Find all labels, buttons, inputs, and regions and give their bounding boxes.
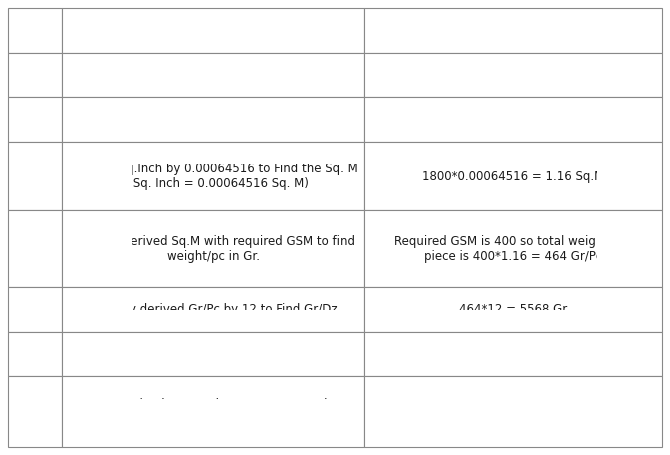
Bar bbox=[8, 332, 62, 376]
Bar bbox=[8, 376, 62, 447]
Bar bbox=[364, 97, 662, 142]
Bar bbox=[8, 142, 62, 210]
Text: Multiply Sq.Inch by 0.00064516 to Find the Sq. M
(1 Sq. Inch = 0.00064516 Sq. M): Multiply Sq.Inch by 0.00064516 to Find t… bbox=[68, 162, 358, 190]
Bar bbox=[62, 142, 364, 210]
Bar bbox=[62, 8, 364, 53]
Text: Measure Sizes in Inches: Measure Sizes in Inches bbox=[143, 69, 283, 81]
Text: Multiply derived KGS/Dz by 2.2046 to get Lbs/Dz
(1 KG = 2.2046 Lb: Multiply derived KGS/Dz by 2.2046 to get… bbox=[69, 398, 357, 426]
Text: DIRECTION: DIRECTION bbox=[178, 24, 248, 37]
Text: 1800 Sq.Inch: 1800 Sq.Inch bbox=[475, 113, 551, 126]
Text: STEP: STEP bbox=[19, 24, 50, 37]
Text: 1: 1 bbox=[31, 69, 39, 81]
Bar bbox=[364, 287, 662, 332]
Text: 6: 6 bbox=[31, 348, 39, 360]
Bar bbox=[364, 8, 662, 53]
Bar bbox=[8, 210, 62, 287]
Bar bbox=[8, 97, 62, 142]
Bar bbox=[364, 210, 662, 287]
Bar bbox=[62, 376, 364, 447]
Text: Divide derived Gr/Dz by 1000 to find KG/Dz: Divide derived Gr/Dz by 1000 to find KG/… bbox=[84, 348, 342, 360]
Text: 5568/1000 = 5.568 KGS/Dz: 5568/1000 = 5.568 KGS/Dz bbox=[433, 348, 594, 360]
Bar bbox=[364, 142, 662, 210]
Bar bbox=[62, 332, 364, 376]
Text: 464*12 = 5568 Gr: 464*12 = 5568 Gr bbox=[459, 303, 567, 316]
Bar bbox=[62, 287, 364, 332]
Bar bbox=[62, 53, 364, 97]
Text: 3: 3 bbox=[31, 170, 38, 183]
Text: 1800*0.00064516 = 1.16 Sq.M: 1800*0.00064516 = 1.16 Sq.M bbox=[422, 170, 604, 183]
Text: Multiply derived Gr/Pc by 12 to Find Gr/Dz: Multiply derived Gr/Pc by 12 to Find Gr/… bbox=[88, 303, 337, 316]
Text: 5: 5 bbox=[31, 303, 38, 316]
Bar bbox=[8, 53, 62, 97]
Bar bbox=[364, 376, 662, 447]
Text: 7: 7 bbox=[31, 405, 39, 418]
Bar bbox=[364, 53, 662, 97]
Bar bbox=[8, 287, 62, 332]
Text: 30x60": 30x60" bbox=[492, 69, 534, 81]
Bar bbox=[62, 97, 364, 142]
Bar bbox=[364, 332, 662, 376]
Text: Multiply both to find Sq.Inch: Multiply both to find Sq.Inch bbox=[130, 113, 296, 126]
Text: Required GSM is 400 so total weight per
piece is 400*1.16 = 464 Gr/Pc: Required GSM is 400 so total weight per … bbox=[395, 235, 632, 263]
Text: 2: 2 bbox=[31, 113, 39, 126]
Text: 4: 4 bbox=[31, 242, 39, 255]
Bar bbox=[8, 8, 62, 53]
Bar bbox=[62, 210, 364, 287]
Text: EXAMPLE: EXAMPLE bbox=[484, 24, 542, 37]
Text: 5.568*2.2046 = 12.27 Lbs/Dz: 5.568*2.2046 = 12.27 Lbs/Dz bbox=[426, 405, 600, 418]
Text: Multiply derived Sq.M with required GSM to find
weight/pc in Gr.: Multiply derived Sq.M with required GSM … bbox=[72, 235, 354, 263]
